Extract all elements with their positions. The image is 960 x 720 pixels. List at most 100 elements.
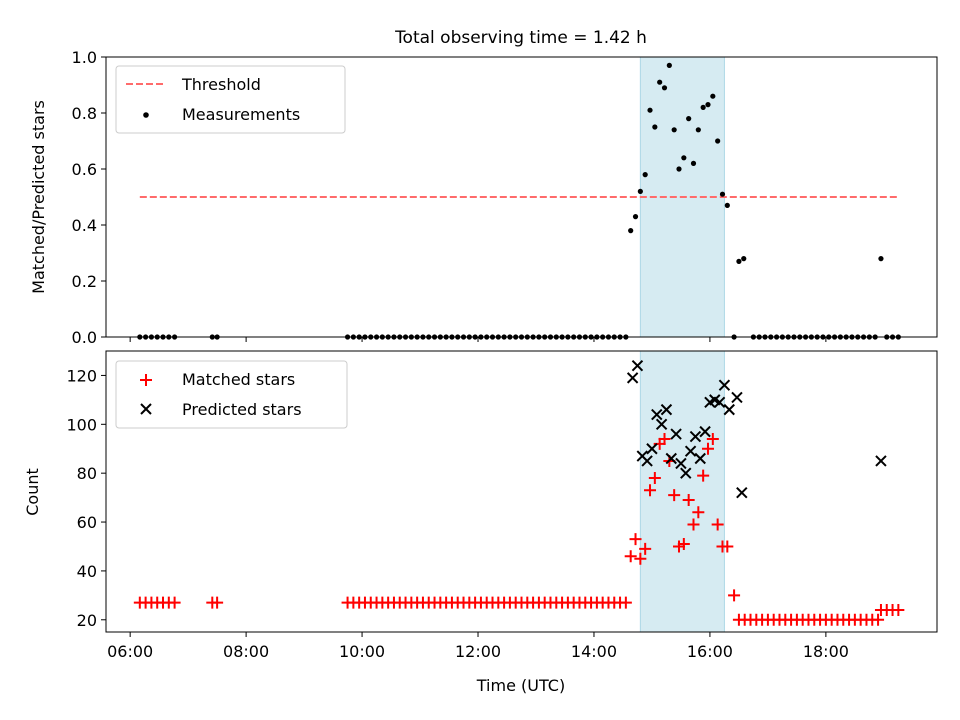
matched-star-marker: [644, 484, 657, 497]
predicted-star-marker: [699, 425, 711, 438]
x-tick-label: 10:00: [339, 642, 385, 661]
predicted-star-marker: [631, 359, 644, 372]
top-panel: 0.0 0.2 0.4 0.6 0.8 1.0 Matched/Predicted sta…: [29, 48, 938, 347]
bottom-y-tick-label: 120: [66, 366, 97, 385]
top-legend-box: [115, 65, 346, 134]
matched-star-marker: [697, 469, 710, 482]
matched-star-marker: [687, 518, 700, 531]
matched-star-marker: [658, 432, 671, 445]
bottom-y-ticks: 20 40 60 80 100 120: [66, 366, 106, 630]
bottom-legend: Matched stars Predicted stars: [115, 360, 348, 429]
predicted-legend-swatch: [140, 403, 152, 415]
legend-measurements-label: Measurements: [182, 105, 300, 124]
predicted-star-marker: [875, 455, 887, 467]
predicted-star-marker: [680, 467, 692, 479]
bottom-y-tick-label: 100: [66, 415, 97, 434]
top-y-tick-label: 0.6: [72, 160, 97, 179]
top-y-tick-label: 0.8: [72, 104, 97, 123]
bottom-y-tick-label: 20: [77, 611, 97, 630]
bottom-panel: 20 40 60 80 100 120 06:00 08:00 10:00 12:00 14:00…: [23, 350, 938, 695]
measurement-point: [671, 127, 677, 133]
matched-star-marker: [619, 596, 632, 609]
measurement-point: [666, 62, 672, 68]
measurement-point: [710, 93, 716, 99]
measurement-point: [715, 138, 721, 144]
matched-star-marker: [211, 596, 224, 609]
measurement-point: [705, 102, 711, 108]
bottom-x-ticks: 06:00 08:00 10:00 12:00 14:00 16:00 18:00: [107, 632, 849, 661]
matched-star-marker: [721, 540, 734, 553]
predicted-star-marker: [651, 408, 663, 421]
predicted-star-marker: [670, 428, 682, 440]
measurement-point: [661, 85, 668, 91]
matched-star-marker: [692, 506, 705, 519]
predicted-star-marker: [718, 379, 731, 391]
bottom-y-axis-label: Count: [23, 468, 42, 516]
measurement-point: [676, 166, 682, 172]
predicted-star-marker: [641, 455, 653, 467]
x-tick-label: 06:00: [107, 642, 153, 661]
top-y-tick-label: 1.0: [72, 48, 97, 67]
chart-title: Total observing time = 1.42 h: [394, 28, 647, 48]
top-x-ticks: [129, 337, 827, 342]
matched-legend-swatch: [140, 374, 152, 386]
predicted-star-marker: [655, 418, 668, 431]
top-y-tick-label: 0.0: [72, 328, 97, 347]
predicted-star-marker: [675, 457, 687, 470]
top-legend: Threshold Measurements: [115, 65, 346, 134]
matched-star-marker: [648, 472, 661, 485]
top-plot-frame: [105, 56, 938, 338]
measurement-point: [657, 79, 663, 85]
bottom-y-tick-label: 80: [77, 464, 97, 483]
measurement-point: [724, 202, 730, 208]
measurement-point: [741, 256, 747, 262]
legend-predicted-label: Predicted stars: [182, 400, 302, 419]
predicted-star-marker: [660, 403, 673, 416]
matched-star-marker: [701, 442, 714, 455]
matched-star-marker: [639, 542, 652, 555]
x-axis-label: Time (UTC): [476, 676, 565, 695]
matched-star-marker: [706, 432, 719, 445]
x-tick-label: 14:00: [571, 642, 617, 661]
measurement-point: [686, 116, 692, 122]
bottom-y-tick-label: 60: [77, 513, 97, 532]
predicted-star-marker: [723, 403, 735, 416]
matched-star-marker: [629, 533, 642, 546]
top-y-axis-label: Matched/Predicted stars: [29, 100, 48, 294]
top-data-layer: [137, 62, 901, 340]
bottom-legend-box: [115, 360, 348, 429]
matched-star-marker: [668, 489, 681, 502]
top-y-tick-label: 0.4: [72, 216, 97, 235]
matched-star-marker: [624, 550, 637, 563]
predicted-star-marker: [736, 487, 748, 499]
bottom-highlight-span: [639, 350, 725, 633]
bottom-data-layer: [133, 359, 905, 626]
matched-star-marker: [168, 596, 181, 609]
x-tick-label: 08:00: [223, 642, 269, 661]
matched-star-marker: [677, 538, 690, 551]
predicted-star-marker: [684, 445, 697, 457]
measurement-point: [736, 258, 742, 264]
predicted-star-marker: [646, 443, 658, 455]
matched-star-marker: [634, 552, 647, 565]
measurement-point: [632, 214, 639, 220]
top-y-tick-label: 0.2: [72, 272, 97, 291]
measurement-point: [719, 191, 726, 197]
measurement-point: [637, 188, 643, 194]
measurement-point: [690, 160, 697, 166]
bottom-y-tick-label: 40: [77, 562, 97, 581]
measurements-legend-swatch: [143, 112, 149, 118]
x-tick-label: 12:00: [455, 642, 501, 661]
matched-star-marker: [892, 604, 905, 617]
measurement-point: [700, 104, 706, 110]
x-tick-label: 18:00: [803, 642, 849, 661]
predicted-star-marker: [689, 430, 702, 443]
measurement-point: [878, 256, 884, 262]
matched-star-marker: [728, 589, 741, 602]
measurement-point: [628, 228, 634, 234]
legend-matched-label: Matched stars: [182, 370, 295, 389]
measurement-point: [647, 107, 653, 113]
matched-star-marker: [682, 494, 695, 507]
matched-star-marker: [872, 613, 885, 626]
